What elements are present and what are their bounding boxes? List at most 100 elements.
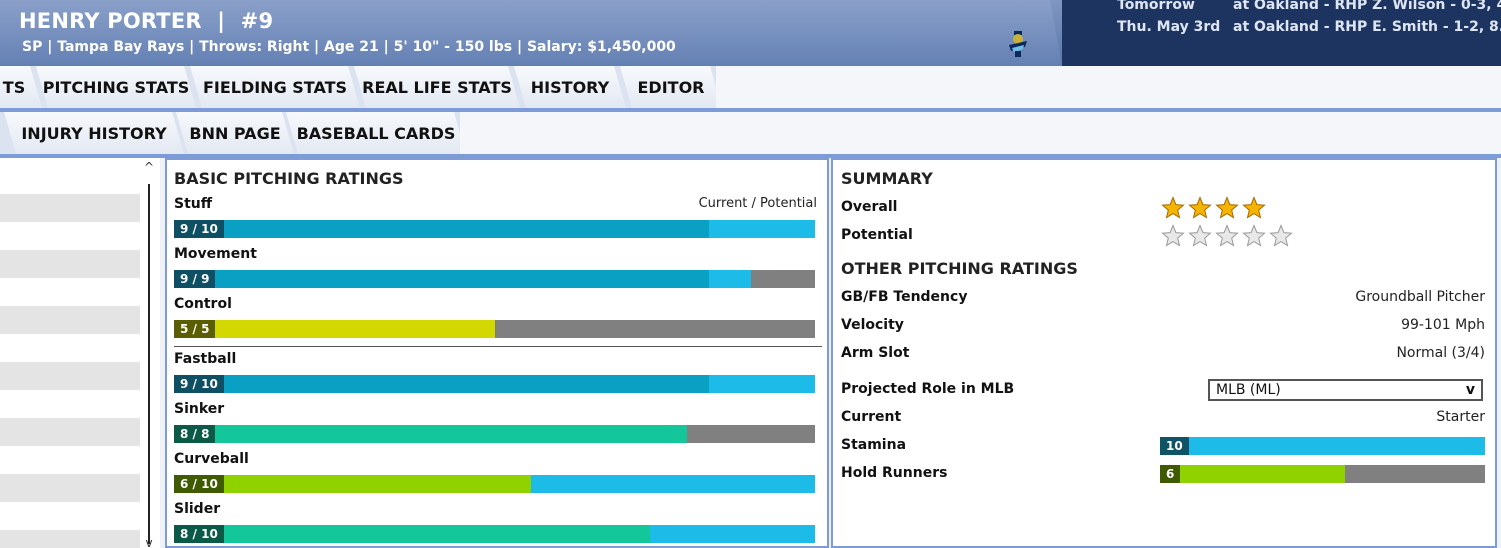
rating-bar: 8 / 10 xyxy=(174,525,815,543)
hold-runners-fill xyxy=(1160,465,1346,483)
rating-bar: 6 / 10 xyxy=(174,475,815,493)
star-icon xyxy=(1161,224,1185,247)
rating-label: Control xyxy=(174,296,232,312)
list-item[interactable] xyxy=(0,474,140,502)
rating-label: Sinker xyxy=(174,401,225,417)
rating-current-fill xyxy=(174,375,710,393)
stamina-label: Stamina xyxy=(841,437,907,453)
tab-row-fill xyxy=(460,112,1501,154)
rating-current-fill xyxy=(174,525,650,543)
tab-row-secondary: INJURY HISTORY BNN PAGE BASEBALL CARDS xyxy=(0,112,1501,158)
hold-runners-bar: 6 xyxy=(1160,465,1485,483)
star-icon xyxy=(1215,196,1239,219)
star-icon xyxy=(1188,196,1212,219)
tab-baseball-cards[interactable]: BASEBALL CARDS xyxy=(286,112,466,154)
projected-role-label: Projected Role in MLB xyxy=(841,381,1015,397)
rating-value: 8 / 8 xyxy=(174,425,216,443)
ratings-divider xyxy=(174,346,822,347)
list-scrollbar[interactable]: ^ v xyxy=(142,160,156,548)
rating-value: 5 / 5 xyxy=(174,320,216,338)
list-item[interactable] xyxy=(0,194,140,222)
rating-bar: 5 / 5 xyxy=(174,320,815,338)
rating-current-fill xyxy=(174,475,531,493)
list-item[interactable] xyxy=(0,306,140,334)
stamina-bar: 10 xyxy=(1160,437,1485,455)
star-icon xyxy=(1242,196,1266,219)
list-item[interactable] xyxy=(0,418,140,446)
overall-label: Overall xyxy=(841,199,898,215)
schedule-panel: Tomorrow at Oakland - RHP Z. Wilson - 0-3… xyxy=(1062,0,1501,66)
gbfb-value: Groundball Pitcher xyxy=(1355,289,1485,305)
stamina-fill xyxy=(1160,437,1485,455)
rays-logo-icon xyxy=(1009,31,1027,57)
player-panel: HENRY PORTER | #9 SP | Tampa Bay Rays | … xyxy=(0,0,1062,66)
player-title: HENRY PORTER | #9 xyxy=(19,9,273,33)
list-item[interactable] xyxy=(0,250,140,278)
potential-label: Potential xyxy=(841,227,913,243)
hold-runners-label: Hold Runners xyxy=(841,465,948,481)
tab-fielding-stats[interactable]: FIELDING STATS xyxy=(190,66,360,108)
chevron-down-icon: v xyxy=(1465,382,1475,398)
star-icon xyxy=(1215,224,1239,247)
tab-stats[interactable]: TS xyxy=(0,66,42,108)
current-role-value: Starter xyxy=(1436,409,1485,425)
rating-label: Curveball xyxy=(174,451,249,467)
rating-current-fill xyxy=(174,270,710,288)
player-number: #9 xyxy=(240,9,274,33)
rating-bar: 8 / 8 xyxy=(174,425,815,443)
star-icon xyxy=(1161,196,1185,219)
player-name: HENRY PORTER xyxy=(19,9,202,33)
rating-value: 9 / 10 xyxy=(174,220,224,238)
basic-ratings-title: BASIC PITCHING RATINGS xyxy=(174,169,404,188)
projected-role-select[interactable]: MLB (ML) v xyxy=(1208,379,1483,401)
rating-bar: 9 / 10 xyxy=(174,375,815,393)
tab-pitching-stats[interactable]: PITCHING STATS xyxy=(36,66,196,108)
rating-current-fill xyxy=(174,425,650,443)
list-item[interactable] xyxy=(0,362,140,390)
current-role-label: Current xyxy=(841,409,902,425)
star-icon xyxy=(1188,224,1212,247)
potential-stars xyxy=(1161,224,1293,248)
stamina-value: 10 xyxy=(1160,437,1189,455)
schedule-row: Tomorrow at Oakland - RHP Z. Wilson - 0-3… xyxy=(1117,0,1501,13)
summary-panel: SUMMARY Overall Potential OTHER PITCHING… xyxy=(831,158,1497,548)
schedule-row: Thu. May 3rd at Oakland - RHP E. Smith - … xyxy=(1117,19,1501,35)
arm-slot-value: Normal (3/4) xyxy=(1396,345,1485,361)
gbfb-label: GB/FB Tendency xyxy=(841,289,968,305)
rating-value: 6 / 10 xyxy=(174,475,224,493)
tab-real-life-stats[interactable]: REAL LIFE STATS xyxy=(354,66,520,108)
velocity-value: 99-101 Mph xyxy=(1401,317,1485,333)
current-potential-legend: Current / Potential xyxy=(698,196,817,211)
other-ratings-title: OTHER PITCHING RATINGS xyxy=(841,259,1078,278)
scroll-track[interactable] xyxy=(148,184,150,544)
tab-injury-history[interactable]: INJURY HISTORY xyxy=(4,112,184,154)
summary-title: SUMMARY xyxy=(841,169,933,188)
rating-bar: 9 / 10 xyxy=(174,220,815,238)
scroll-up-icon[interactable]: ^ xyxy=(143,160,155,174)
rating-value: 8 / 10 xyxy=(174,525,224,543)
projected-role-value: MLB (ML) xyxy=(1216,382,1281,398)
velocity-label: Velocity xyxy=(841,317,904,333)
list-item[interactable] xyxy=(0,530,140,548)
tab-row-fill xyxy=(716,66,1501,108)
tab-history[interactable]: HISTORY xyxy=(514,66,626,108)
rating-value: 9 / 10 xyxy=(174,375,224,393)
player-list: ^ v xyxy=(0,158,160,548)
star-icon xyxy=(1242,224,1266,247)
hold-runners-value: 6 xyxy=(1160,465,1181,483)
rating-label: Slider xyxy=(174,501,221,517)
star-icon xyxy=(1269,224,1293,247)
rating-label: Fastball xyxy=(174,351,237,367)
scroll-down-icon[interactable]: v xyxy=(145,536,153,548)
rating-label: Movement xyxy=(174,246,257,262)
tab-editor[interactable]: EDITOR xyxy=(620,66,722,108)
title-separator: | xyxy=(217,9,226,33)
tab-bnn-page[interactable]: BNN PAGE xyxy=(176,112,294,154)
rating-current-fill xyxy=(174,220,710,238)
rating-current-fill xyxy=(174,320,472,338)
rating-bar: 9 / 9 xyxy=(174,270,815,288)
rating-label: Stuff xyxy=(174,196,213,212)
overall-stars xyxy=(1161,196,1266,220)
player-info: SP | Tampa Bay Rays | Throws: Right | Ag… xyxy=(22,39,676,55)
tab-row-primary: TS PITCHING STATS FIELDING STATS REAL LI… xyxy=(0,66,1501,112)
